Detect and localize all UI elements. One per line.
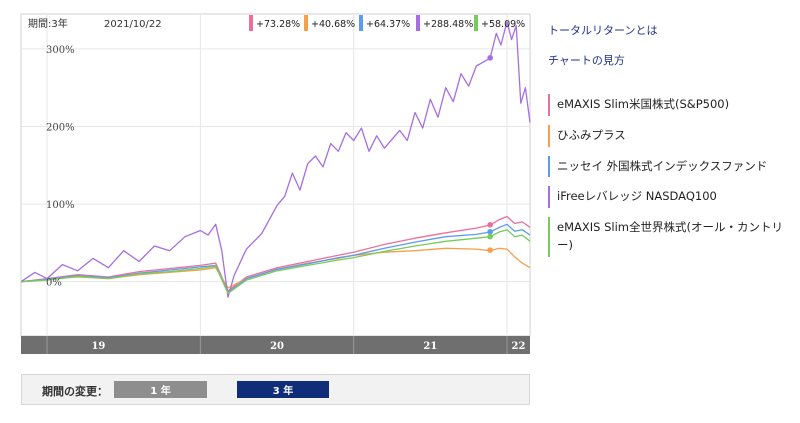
- x-tick-label: 21: [423, 341, 437, 352]
- legend-panel: トータルリターンとは チャートの見方 eMAXIS Slim米国株式(S&P50…: [548, 22, 788, 266]
- y-tick-label: 300%: [46, 45, 75, 56]
- x-tick-label: 19: [91, 341, 105, 352]
- period-1y-button[interactable]: 1 年: [114, 381, 207, 398]
- series-line-5: [20, 229, 531, 294]
- return-color-swatch: [359, 15, 363, 31]
- series-marker-1: [487, 222, 493, 228]
- series-line-1: [20, 215, 531, 292]
- legend-item-1: eMAXIS Slim米国株式(S&P500): [548, 94, 788, 116]
- return-value: +40.68%: [311, 19, 355, 30]
- x-tick-label: 22: [512, 341, 526, 352]
- return-value: +64.37%: [366, 19, 410, 30]
- legend-item-4: iFreeレバレッジ NASDAQ100: [548, 186, 788, 209]
- return-color-swatch: [474, 15, 478, 31]
- chart-guide-link[interactable]: チャートの見方: [548, 54, 625, 67]
- series-line-4: [20, 21, 531, 298]
- x-tick-label: 20: [270, 341, 284, 352]
- return-value: +73.28%: [256, 19, 300, 30]
- chart-date: 2021/10/22: [104, 19, 162, 30]
- series-marker-3: [487, 228, 493, 235]
- legend-item-3: ニッセイ 外国株式インデックスファンド: [548, 155, 788, 178]
- return-value: +288.48%: [423, 19, 473, 30]
- series-marker-4: [487, 55, 493, 61]
- y-tick-label: 100%: [46, 200, 75, 211]
- period-selector: 期間の変更： 1 年 3 年: [21, 374, 530, 405]
- series-marker-2: [487, 247, 493, 253]
- period-selector-label: 期間の変更：: [42, 385, 108, 398]
- legend-item-5: eMAXIS Slim全世界株式(オール・カントリー): [548, 217, 788, 257]
- y-tick-label: 0%: [46, 278, 62, 289]
- return-color-swatch: [416, 15, 420, 31]
- series-marker-5: [487, 233, 493, 240]
- return-color-swatch: [249, 15, 253, 31]
- total-return-link[interactable]: トータルリターンとは: [548, 24, 658, 37]
- return-color-swatch: [304, 15, 308, 31]
- period-label: 期間:3年: [28, 17, 68, 30]
- legend-item-2: ひふみプラス: [548, 124, 788, 147]
- series-line-3: [20, 223, 531, 294]
- return-value: +58.09%: [481, 19, 525, 30]
- y-tick-label: 200%: [46, 123, 75, 134]
- period-3y-button[interactable]: 3 年: [237, 381, 329, 398]
- performance-chart: 期間:3年 2021/10/22 +73.28% +40.68% +64.37% +2…: [20, 13, 531, 354]
